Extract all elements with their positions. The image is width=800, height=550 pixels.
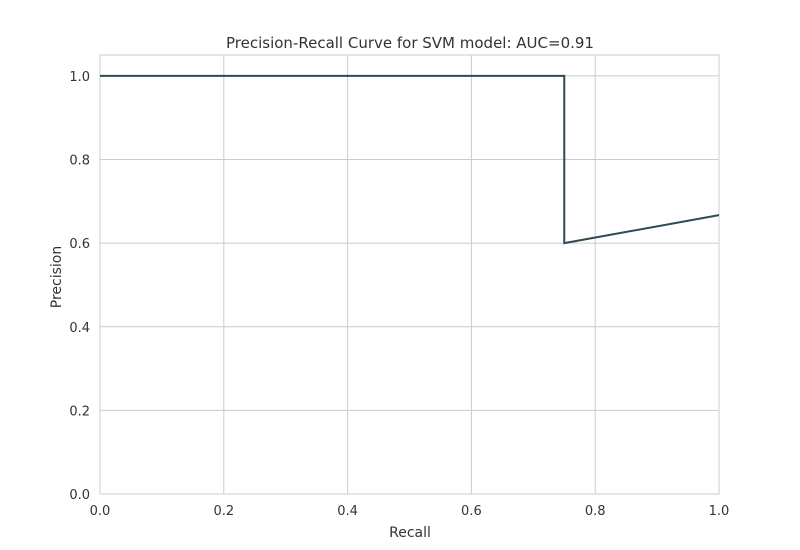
y-tick-label: 0.6 (69, 237, 90, 252)
x-tick-label: 0.6 (461, 504, 482, 519)
y-tick-label: 0.4 (69, 321, 90, 336)
y-tick-label: 1.0 (69, 70, 90, 85)
x-tick-label: 0.2 (213, 504, 234, 519)
x-tick-label: 1.0 (709, 504, 730, 519)
chart-title: Precision-Recall Curve for SVM model: AU… (226, 34, 594, 52)
x-axis-label: Recall (389, 525, 431, 541)
x-tick-label: 0.0 (90, 504, 111, 519)
y-axis-label: Precision (49, 246, 65, 308)
x-tick-label: 0.4 (337, 504, 358, 519)
y-tick-labels: 0.0 0.2 0.4 0.6 0.8 1.0 (69, 70, 90, 503)
grid (99, 55, 720, 495)
y-tick-label: 0.0 (69, 488, 90, 503)
plot-frame (99, 54, 720, 495)
x-tick-label: 0.8 (585, 504, 606, 519)
series-group (100, 74, 720, 245)
y-tick-label: 0.2 (69, 404, 90, 419)
y-tick-label: 0.8 (69, 154, 90, 169)
x-tick-labels: 0.0 0.2 0.4 0.6 0.8 1.0 (90, 504, 730, 519)
pr-curve-line (100, 74, 720, 245)
